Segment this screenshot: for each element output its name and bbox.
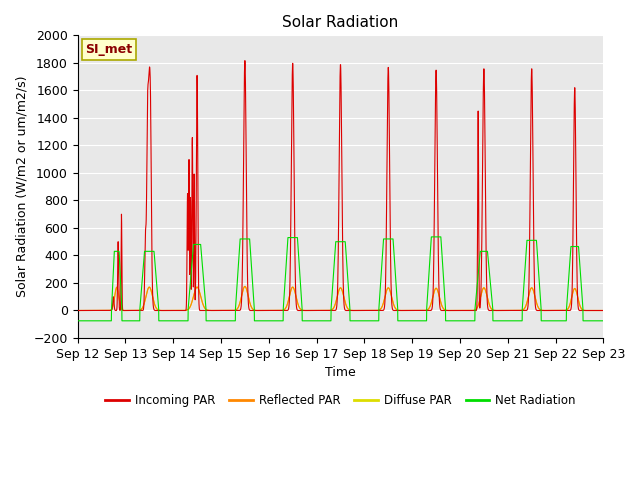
Y-axis label: Solar Radiation (W/m2 or um/m2/s): Solar Radiation (W/m2 or um/m2/s) bbox=[15, 76, 28, 298]
X-axis label: Time: Time bbox=[325, 366, 356, 379]
Text: SI_met: SI_met bbox=[86, 43, 132, 56]
Title: Solar Radiation: Solar Radiation bbox=[282, 15, 399, 30]
Legend: Incoming PAR, Reflected PAR, Diffuse PAR, Net Radiation: Incoming PAR, Reflected PAR, Diffuse PAR… bbox=[100, 389, 580, 412]
